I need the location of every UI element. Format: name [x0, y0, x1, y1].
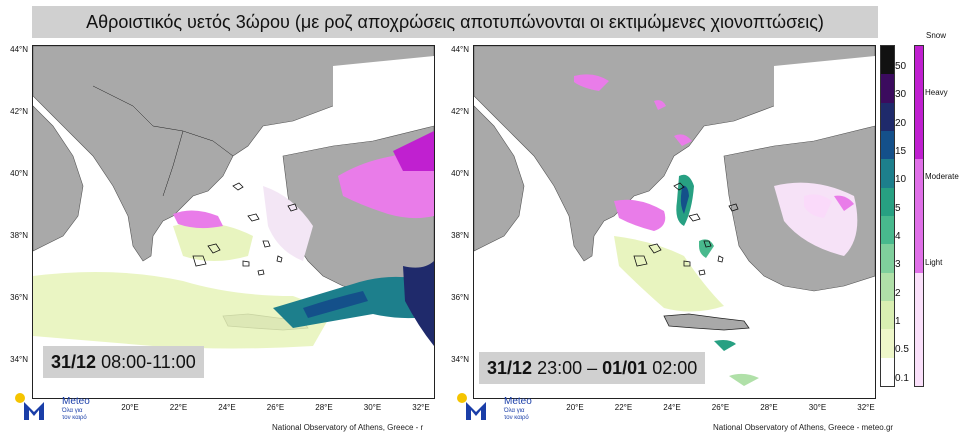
logo-tagline-1-right: Όλα για — [504, 408, 525, 414]
lat-label: 34°N — [451, 355, 469, 364]
map-panel-left: 31/12 08:00-11:00 — [32, 45, 435, 399]
footer-credit-right: National Observatory of Athens, Greece -… — [713, 423, 894, 432]
colorbar-segment — [881, 272, 894, 301]
colorbar-segment — [881, 357, 894, 386]
time-label-left: 31/12 08:00-11:00 — [43, 346, 204, 378]
colorbar-label: 30 — [895, 89, 907, 101]
lat-label: 40°N — [451, 169, 469, 178]
colorbar-label: 20 — [895, 117, 907, 129]
lon-label: 20°E — [566, 403, 584, 412]
lon-label: 30°E — [363, 403, 382, 412]
precipitation-colorbar — [880, 45, 895, 387]
meteo-m-icon — [24, 402, 44, 420]
meteo-m-icon — [466, 402, 486, 420]
lat-label: 36°N — [10, 293, 28, 302]
lon-label: 30°E — [808, 403, 827, 412]
lat-label: 36°N — [451, 293, 469, 302]
time-start-right: 23:00 – — [537, 358, 603, 378]
time-date-right: 31/12 — [487, 358, 533, 378]
sun-icon — [457, 393, 467, 403]
logo-tagline-2-left: τον καιρό — [62, 415, 87, 421]
colorbar-segment — [881, 46, 894, 75]
footer-credit-left: National Observatory of Athens, Greece -… — [272, 423, 424, 432]
lat-label: 38°N — [451, 231, 469, 240]
colorbar-label: 4 — [895, 231, 901, 242]
map-title: Αθροιστικός υετός 3ώρου (με ροζ αποχρώσε… — [32, 6, 878, 38]
colorbar-segment — [881, 300, 894, 330]
time-date-left: 31/12 — [51, 352, 97, 372]
lon-label: 22°E — [614, 403, 633, 412]
colorbar-segment — [881, 329, 894, 358]
colorbar-segment — [881, 74, 894, 103]
lon-label: 22°E — [169, 403, 188, 412]
colorbar-label: 10 — [895, 174, 907, 186]
lon-label: 20°E — [121, 403, 139, 412]
lon-label: 32°E — [857, 403, 875, 412]
lon-label: 32°E — [412, 403, 430, 412]
lat-label: 40°N — [10, 169, 28, 178]
colorbar-label: 0.1 — [895, 372, 909, 384]
lat-label: 42°N — [451, 107, 469, 116]
lat-label: 42°N — [10, 107, 28, 116]
logo-name-left: Meteo — [62, 396, 90, 407]
lat-label: 44°N — [451, 45, 469, 54]
map-panel-right: 31/12 23:00 – 01/01 02:00 — [473, 45, 876, 399]
sun-icon — [15, 393, 25, 403]
colorbar-segment — [881, 130, 894, 160]
colorbar-segment — [881, 159, 894, 188]
meteo-logo-left: Meteo Όλα για τον καιρό — [14, 392, 104, 427]
lon-label: 28°E — [315, 403, 333, 412]
time-label-right: 31/12 23:00 – 01/01 02:00 — [479, 352, 706, 384]
lon-label: 28°E — [760, 403, 778, 412]
time-end-right: 02:00 — [652, 358, 698, 378]
lon-label: 24°E — [218, 403, 236, 412]
colorbar-label: 1 — [895, 316, 901, 327]
snow-segment — [915, 46, 923, 160]
snow-scale-title: Snow — [926, 31, 947, 40]
colorbar-segment — [881, 102, 894, 131]
colorbar-label: 15 — [895, 146, 907, 157]
snow-level-light: Light — [925, 258, 943, 267]
colorbar-segment — [881, 215, 894, 245]
colorbar-label: 3 — [895, 259, 901, 271]
snow-level-moderate: Moderate — [925, 172, 959, 181]
lon-label: 26°E — [711, 403, 730, 412]
time-range-left: 08:00-11:00 — [101, 352, 196, 372]
lon-label: 26°E — [266, 403, 285, 412]
meteo-logo-right: Meteo Όλα για τον καιρό — [456, 392, 546, 427]
lon-label: 24°E — [663, 403, 681, 412]
logo-name-right: Meteo — [504, 396, 532, 407]
logo-tagline-1-left: Όλα για — [62, 408, 83, 414]
snow-segment — [915, 272, 923, 386]
snow-colorbar — [914, 45, 924, 387]
colorbar-segment — [881, 244, 894, 273]
snow-level-heavy: Heavy — [925, 88, 948, 97]
colorbar-label: 5 — [895, 202, 901, 214]
time-date2-right: 01/01 — [602, 358, 648, 378]
colorbar-label: 0.5 — [895, 344, 909, 356]
lat-label: 34°N — [10, 355, 28, 364]
colorbar-label: 2 — [895, 287, 901, 299]
logo-tagline-2-right: τον καιρό — [504, 415, 529, 421]
colorbar-segment — [881, 187, 894, 216]
lat-label: 44°N — [10, 45, 28, 54]
lat-label: 38°N — [10, 231, 28, 240]
snow-segment — [915, 159, 923, 273]
colorbar-label: 50 — [895, 61, 907, 72]
